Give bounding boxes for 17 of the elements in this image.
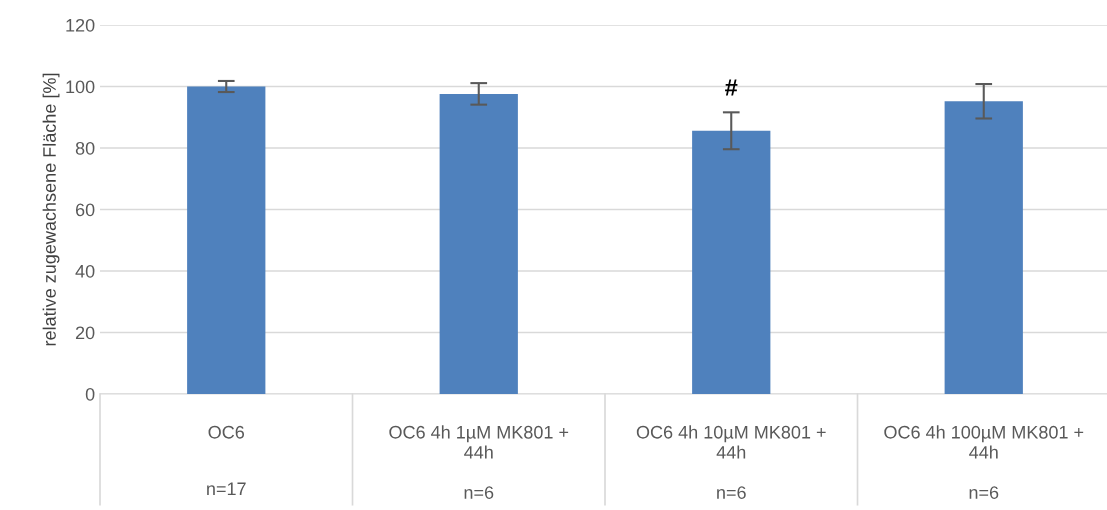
category-label: OC6 4h 100µM MK801 + 44h n=6 [884, 425, 1084, 499]
bar [187, 86, 266, 394]
y-axis-title: relative zugewachsene Fläche [%] [42, 73, 60, 346]
bar [439, 93, 518, 394]
bar [944, 101, 1023, 394]
y-tick-label: 60 [75, 203, 95, 217]
y-tick-label: 20 [75, 326, 95, 340]
y-tick-label: 80 [75, 141, 95, 155]
y-tick-label: 120 [66, 18, 95, 32]
bar [692, 130, 771, 394]
y-tick-label: 100 [66, 80, 95, 94]
category-label: OC6 4h 1µM MK801 + 44h n=6 [389, 425, 569, 499]
category-label: OC6 n=17 [207, 425, 246, 496]
y-tick-label: 40 [75, 264, 95, 278]
category-label: OC6 4h 10µM MK801 + 44h n=6 [636, 425, 826, 499]
annotation: # [725, 79, 738, 96]
y-tick-label: 0 [85, 387, 95, 401]
